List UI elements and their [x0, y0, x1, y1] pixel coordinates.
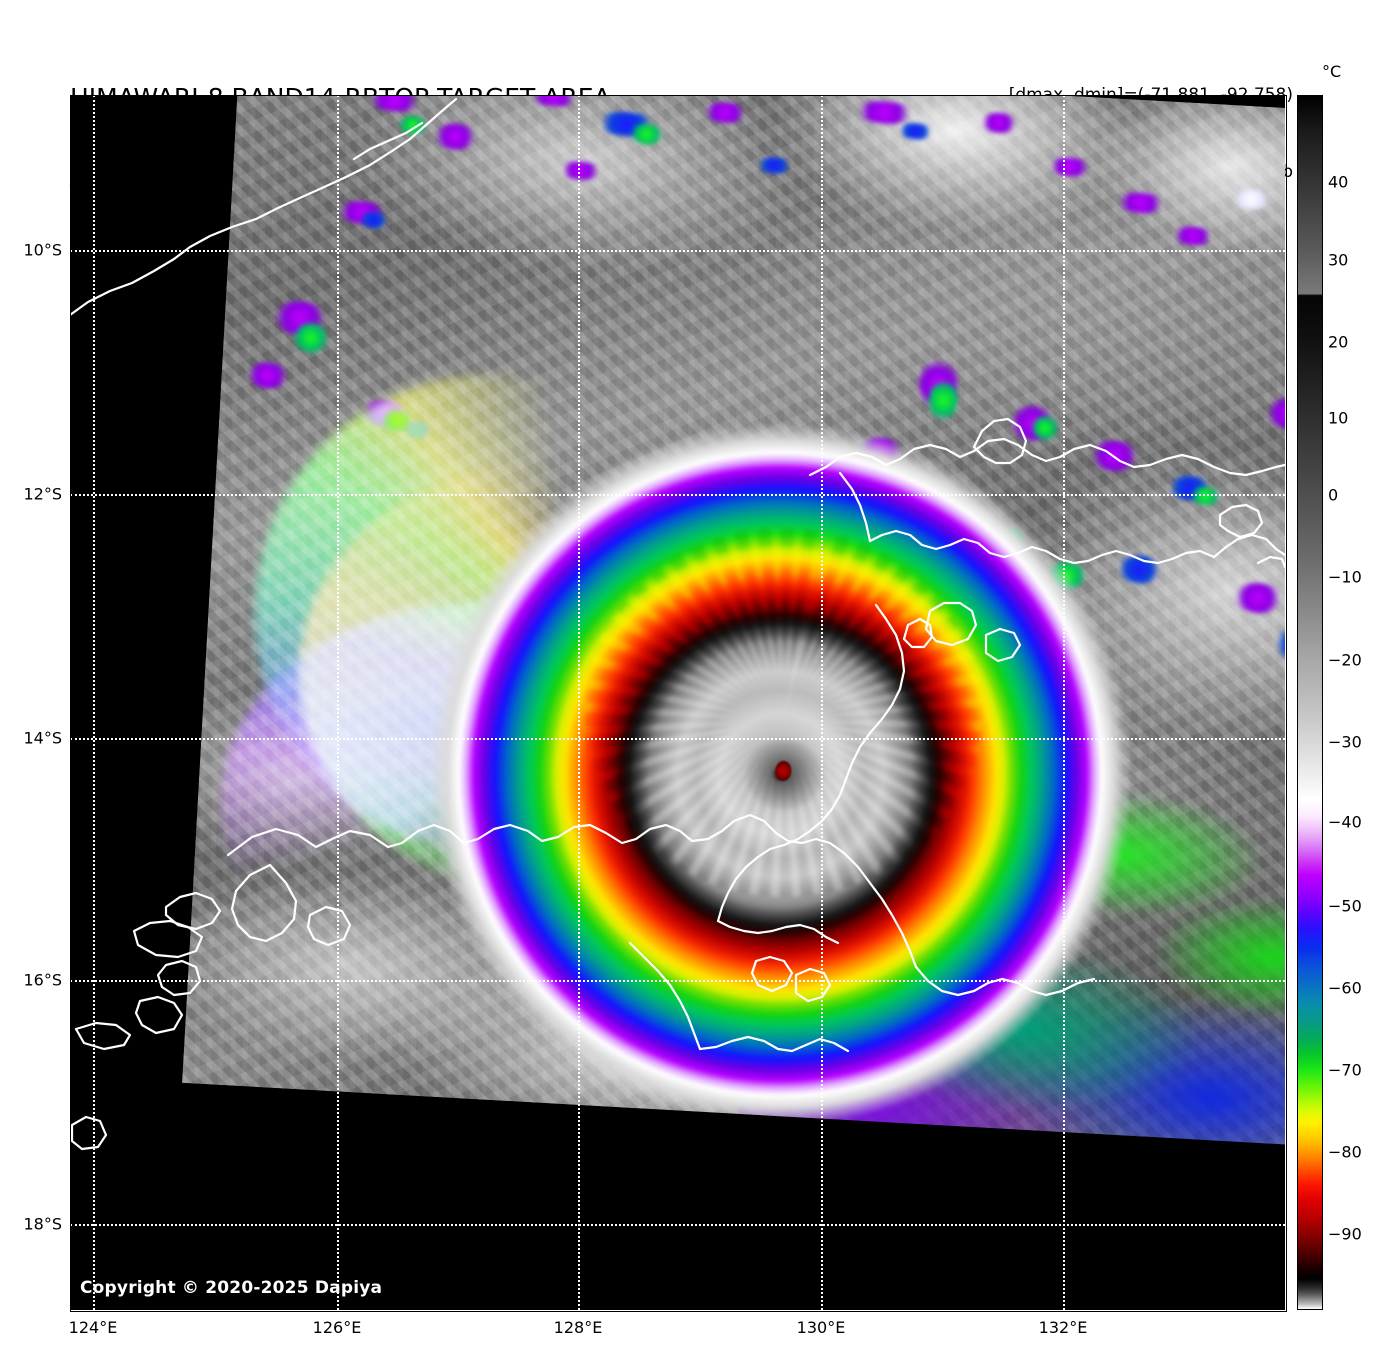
y-tick-14s: 14°S	[23, 728, 62, 748]
x-tick-126e: 126°E	[312, 1318, 362, 1337]
copyright-label: Copyright © 2020-2025 Dapiya	[80, 1278, 383, 1298]
y-tick-12s: 12°S	[23, 484, 62, 504]
cbar-tick-m70: −70	[1328, 1060, 1362, 1080]
cbar-tick-m90: −90	[1328, 1224, 1362, 1244]
cbar-tick-m50: −50	[1328, 896, 1362, 916]
gridline-lat-18s	[70, 1224, 1285, 1226]
cbar-tick-m30: −30	[1328, 732, 1362, 752]
cbar-tick-30: 30	[1328, 250, 1349, 270]
y-tick-18s: 18°S	[23, 1214, 62, 1234]
cbar-tick-m20: −20	[1328, 650, 1362, 670]
temperature-colorbar[interactable]	[1297, 95, 1323, 1310]
satellite-swath	[182, 95, 1285, 1148]
x-tick-124e: 124°E	[68, 1318, 118, 1337]
tropical-cyclone-core	[376, 370, 1184, 1148]
satellite-image-plot[interactable]: Copyright © 2020-2025 Dapiya	[70, 95, 1285, 1310]
gridline-lon-124	[93, 95, 95, 1310]
y-tick-10s: 10°S	[23, 240, 62, 260]
x-tick-132e: 132°E	[1038, 1318, 1088, 1337]
cbar-tick-m60: −60	[1328, 978, 1362, 998]
cbar-tick-m40: −40	[1328, 812, 1362, 832]
x-tick-130e: 130°E	[796, 1318, 846, 1337]
colorbar-units-label: °C	[1322, 62, 1342, 81]
cbar-tick-m10: −10	[1328, 567, 1362, 587]
y-tick-16s: 16°S	[23, 970, 62, 990]
cbar-tick-20: 20	[1328, 332, 1349, 352]
cbar-tick-10: 10	[1328, 408, 1349, 428]
cbar-tick-40: 40	[1328, 172, 1349, 192]
cbar-tick-m80: −80	[1328, 1142, 1362, 1162]
cbar-tick-0: 0	[1328, 485, 1339, 505]
x-tick-128e: 128°E	[553, 1318, 603, 1337]
